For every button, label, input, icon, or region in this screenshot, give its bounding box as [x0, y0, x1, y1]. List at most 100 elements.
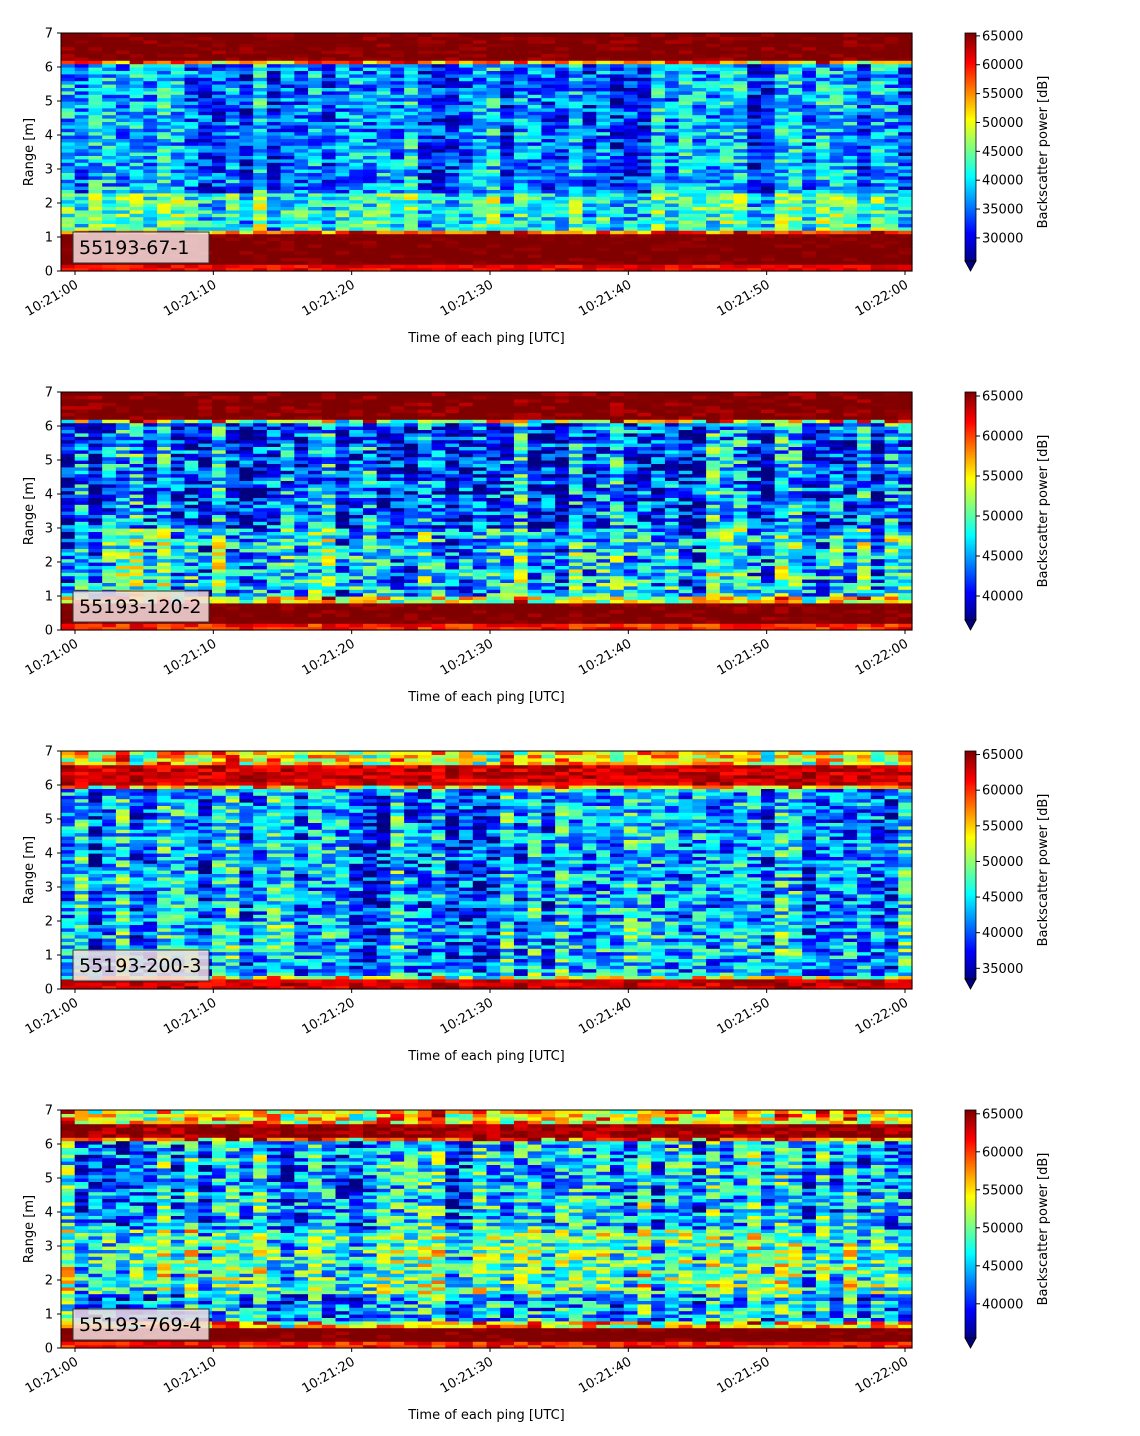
heatmap-cell [226, 210, 240, 214]
heatmap-cell [349, 200, 363, 204]
heatmap-cell [459, 183, 473, 187]
heatmap-cell [816, 142, 830, 146]
heatmap-cell [459, 142, 473, 146]
heatmap-cell [830, 227, 844, 231]
heatmap-cell [88, 183, 102, 187]
heatmap-cell [788, 193, 802, 197]
heatmap-cell [267, 227, 281, 231]
heatmap-cell [830, 251, 844, 255]
heatmap-cell [665, 264, 679, 268]
heatmap-cell [198, 217, 212, 221]
heatmap-cell [226, 149, 240, 153]
heatmap-cell [596, 227, 610, 231]
heatmap-cell [898, 149, 912, 153]
heatmap-cell [734, 33, 748, 37]
colorbar: 3000035000400004500050000550006000065000… [965, 29, 1051, 271]
heatmap-cell [88, 264, 102, 268]
heatmap-cell [459, 33, 473, 37]
heatmap-cell [294, 33, 308, 37]
heatmap-cell [336, 142, 350, 146]
heatmap-cell [363, 251, 377, 255]
heatmap-cell [624, 159, 638, 163]
heatmap-cell [102, 159, 116, 163]
heatmap-cell [816, 132, 830, 136]
heatmap-cell [363, 142, 377, 146]
heatmap-cell [610, 227, 624, 231]
heatmap-cell [583, 166, 597, 170]
heatmap-cell [679, 227, 693, 231]
heatmap-cell [583, 183, 597, 187]
heatmap-cell [500, 217, 514, 221]
heatmap-cell [500, 251, 514, 255]
heatmap-cell [239, 234, 253, 238]
heatmap-cell [569, 142, 583, 146]
heatmap-cell [102, 132, 116, 136]
heatmap-cell [143, 176, 157, 180]
heatmap-cell [363, 193, 377, 197]
heatmap-cell [692, 132, 706, 136]
heatmap-cell [706, 183, 720, 187]
heatmap-cell [720, 149, 734, 153]
heatmap-cell [692, 227, 706, 231]
heatmap-cell [226, 234, 240, 238]
heatmap-cell [459, 132, 473, 136]
heatmap-cell [322, 227, 336, 231]
heatmap-cell [747, 33, 761, 37]
heatmap-cell [445, 234, 459, 238]
heatmap-cell [363, 217, 377, 221]
heatmap-cell [679, 264, 693, 268]
heatmap-cell [788, 142, 802, 146]
heatmap-cell [61, 132, 75, 136]
heatmap-cell [898, 264, 912, 268]
heatmap-cell [377, 200, 391, 204]
heatmap-cell [404, 244, 418, 248]
heatmap-cell [432, 251, 446, 255]
heatmap-cell [198, 193, 212, 197]
heatmap-cell [473, 210, 487, 214]
heatmap-cell [761, 264, 775, 268]
heatmap-cell [487, 264, 501, 268]
heatmap-cell [802, 234, 816, 238]
heatmap-cell [349, 176, 363, 180]
heatmap-cell [734, 251, 748, 255]
heatmap-cell [239, 227, 253, 231]
heatmap-cell [830, 159, 844, 163]
x-tick-label: 10:22:00 [853, 277, 911, 319]
heatmap-cell [871, 217, 885, 221]
colorbar-tick-label: 55000 [982, 87, 1023, 102]
heatmap-cell [706, 176, 720, 180]
heatmap-cell [281, 176, 295, 180]
heatmap-cell [432, 132, 446, 136]
heatmap-cell [459, 149, 473, 153]
heatmap-cell [802, 142, 816, 146]
heatmap-cell [500, 132, 514, 136]
heatmap-cell [130, 436, 144, 440]
heatmap-cell [377, 210, 391, 214]
heatmap-cell [336, 166, 350, 170]
heatmap-cell [871, 244, 885, 248]
heatmap-cell [541, 244, 555, 248]
heatmap-cell [336, 33, 350, 37]
heatmap-cell [171, 166, 185, 170]
heatmap-cell [473, 193, 487, 197]
heatmap-cell [116, 402, 130, 406]
colorbar-extend-min [965, 261, 976, 271]
heatmap-cell [253, 149, 267, 153]
heatmap-cell [445, 149, 459, 153]
heatmap-cell [308, 210, 322, 214]
heatmap-cell [102, 193, 116, 197]
heatmap-cell [390, 210, 404, 214]
heatmap-cell [651, 132, 665, 136]
heatmap-cell [226, 166, 240, 170]
heatmap-cell [336, 183, 350, 187]
heatmap-cell [692, 210, 706, 214]
x-axis-label: Time of each ping [UTC] [407, 331, 565, 346]
heatmap-cell [871, 200, 885, 204]
heatmap-cell [843, 149, 857, 153]
heatmap-cell [212, 142, 226, 146]
heatmap-cell [88, 193, 102, 197]
heatmap-cell [61, 159, 75, 163]
heatmap-cell [898, 217, 912, 221]
heatmap-cell [308, 132, 322, 136]
y-axis-label: Range [m] [22, 118, 37, 186]
